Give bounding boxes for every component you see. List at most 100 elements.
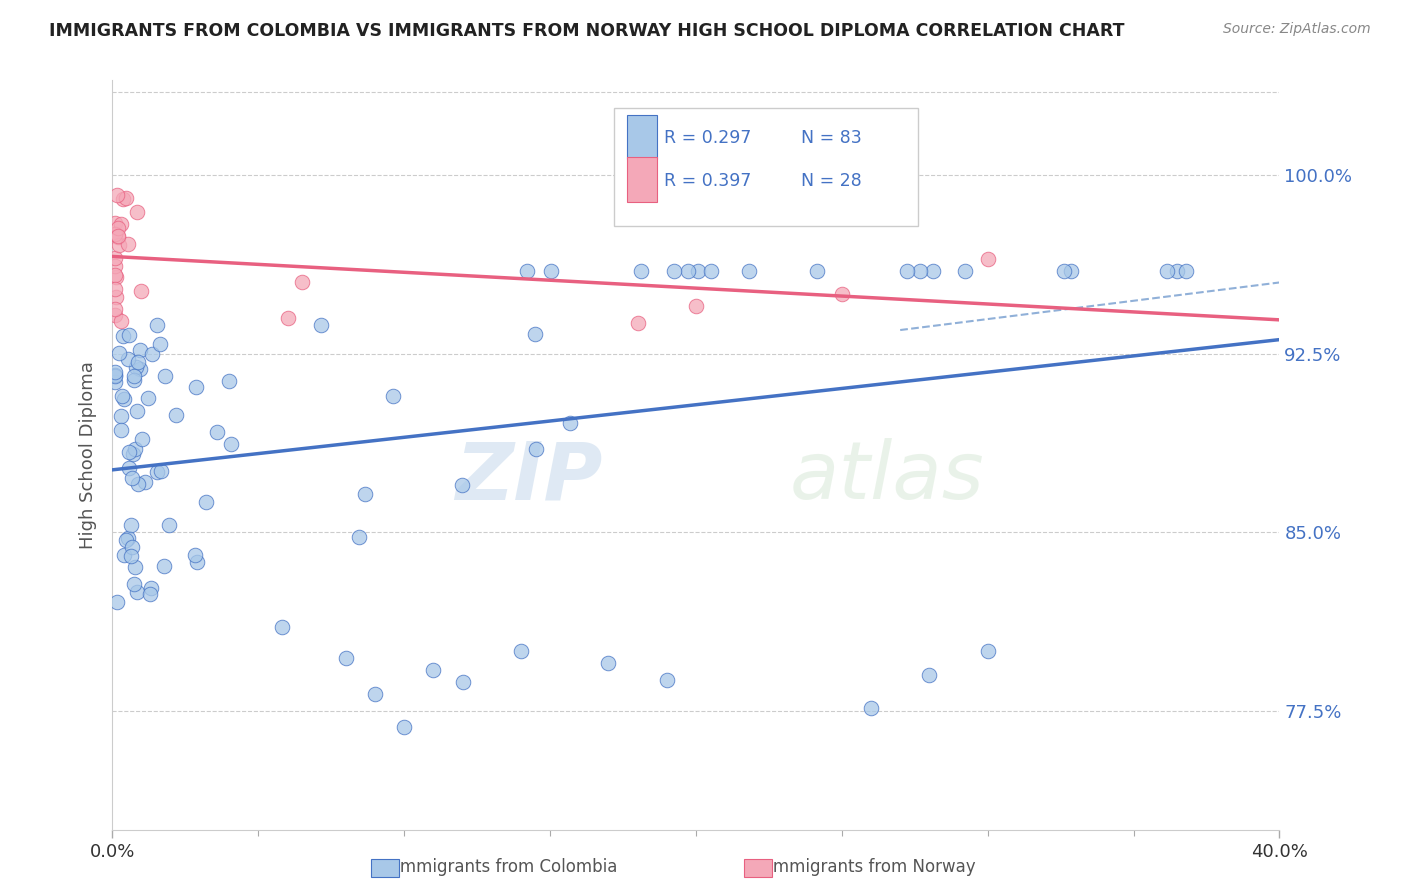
Point: [627, 316, 650, 330]
Point: [347, 530, 370, 544]
Point: [122, 577, 145, 591]
Point: [124, 560, 146, 574]
Point: [678, 263, 700, 277]
Point: [165, 409, 187, 423]
Point: [1060, 263, 1083, 277]
Point: [976, 644, 998, 658]
Point: [1166, 263, 1188, 277]
Text: atlas: atlas: [789, 438, 984, 516]
Point: [112, 548, 135, 562]
Point: [309, 318, 332, 333]
Point: [146, 318, 169, 333]
Point: [120, 518, 142, 533]
Point: [107, 238, 129, 252]
Point: [953, 263, 976, 277]
Point: [422, 663, 444, 677]
Point: [150, 464, 173, 478]
Point: [598, 656, 620, 670]
Point: [451, 675, 474, 690]
Point: [451, 477, 474, 491]
Text: N = 83: N = 83: [801, 129, 862, 147]
Point: [110, 314, 132, 328]
Point: [107, 230, 129, 244]
Point: [685, 299, 707, 313]
Point: [896, 263, 918, 277]
Text: Immigrants from Norway: Immigrants from Norway: [768, 858, 976, 876]
Point: [105, 188, 128, 202]
Point: [104, 216, 127, 230]
Point: [1053, 263, 1076, 277]
Point: [104, 376, 127, 390]
Point: [127, 355, 149, 369]
Point: [219, 437, 242, 451]
Point: [335, 651, 357, 665]
Point: [105, 270, 128, 285]
Point: [107, 221, 129, 235]
Point: [976, 252, 998, 266]
Point: [104, 368, 127, 383]
Text: R = 0.297: R = 0.297: [665, 129, 752, 147]
Text: Source: ZipAtlas.com: Source: ZipAtlas.com: [1223, 22, 1371, 37]
Point: [382, 388, 405, 402]
Text: R = 0.397: R = 0.397: [665, 172, 752, 190]
Point: [108, 346, 131, 360]
Point: [131, 433, 153, 447]
Point: [104, 259, 127, 273]
Point: [114, 191, 136, 205]
Point: [118, 460, 141, 475]
Point: [128, 343, 150, 358]
Point: [107, 594, 129, 608]
Point: [655, 673, 678, 687]
Point: [104, 252, 127, 266]
Point: [121, 540, 143, 554]
Point: [125, 360, 148, 375]
Y-axis label: High School Diploma: High School Diploma: [79, 361, 97, 549]
Point: [125, 585, 148, 599]
Point: [149, 337, 172, 351]
Point: [127, 476, 149, 491]
Point: [121, 448, 143, 462]
Point: [806, 263, 828, 277]
Point: [104, 301, 127, 316]
Point: [152, 558, 174, 573]
Point: [291, 276, 314, 290]
Point: [186, 379, 208, 393]
Point: [364, 687, 387, 701]
Point: [509, 644, 531, 658]
Point: [110, 409, 132, 423]
Point: [104, 268, 127, 283]
Point: [104, 365, 127, 379]
Point: [918, 668, 941, 682]
Point: [114, 533, 136, 547]
Point: [134, 475, 156, 489]
Text: ZIP: ZIP: [456, 438, 603, 516]
Point: [125, 205, 148, 219]
Point: [1175, 263, 1198, 277]
Point: [540, 263, 562, 277]
Point: [129, 362, 152, 376]
Point: [159, 517, 181, 532]
Point: [195, 494, 218, 508]
Point: [146, 465, 169, 479]
Point: [105, 290, 128, 304]
Point: [112, 192, 135, 206]
Point: [630, 263, 652, 277]
Point: [524, 442, 547, 457]
FancyBboxPatch shape: [614, 108, 918, 227]
Point: [354, 487, 377, 501]
Point: [122, 373, 145, 387]
Point: [124, 442, 146, 456]
Point: [120, 549, 142, 563]
Point: [207, 425, 229, 440]
Point: [516, 263, 538, 277]
Point: [558, 416, 581, 430]
Point: [118, 327, 141, 342]
Point: [117, 531, 139, 545]
Point: [104, 369, 127, 384]
Point: [738, 263, 761, 277]
Point: [662, 263, 685, 277]
Text: IMMIGRANTS FROM COLOMBIA VS IMMIGRANTS FROM NORWAY HIGH SCHOOL DIPLOMA CORRELATI: IMMIGRANTS FROM COLOMBIA VS IMMIGRANTS F…: [49, 22, 1125, 40]
Point: [104, 282, 127, 296]
Point: [141, 581, 163, 595]
Point: [129, 284, 152, 298]
